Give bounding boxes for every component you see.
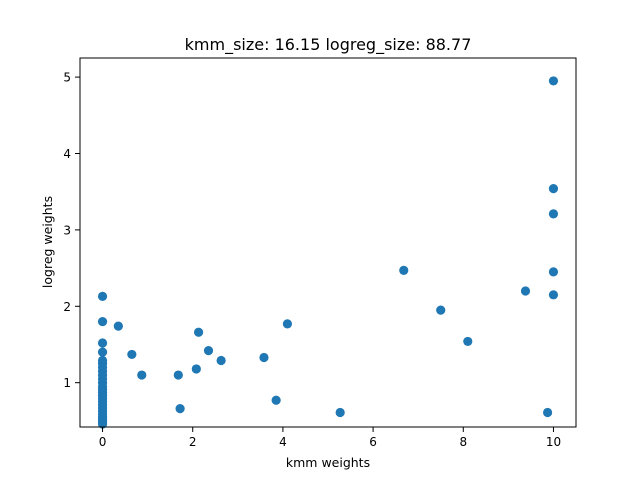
data-point-32: [203, 346, 214, 356]
data-points: [97, 76, 559, 429]
data-point-42: [542, 407, 553, 418]
x-tick-label: 10: [546, 435, 561, 449]
data-point-35: [271, 395, 281, 405]
data-point-38: [399, 265, 409, 275]
data-point-39: [436, 305, 446, 315]
data-point-33: [216, 355, 226, 366]
data-point-37: [335, 407, 345, 418]
x-tick-label: 0: [99, 435, 107, 449]
data-point-41: [520, 286, 531, 296]
data-point-30: [191, 364, 201, 374]
data-point-47: [548, 290, 559, 300]
data-point-29: [175, 404, 185, 414]
data-point-28: [173, 370, 183, 380]
x-tick-label: 6: [369, 435, 377, 449]
data-point-1: [97, 316, 108, 327]
y-tick-label: 1: [63, 376, 71, 390]
data-point-45: [548, 209, 559, 219]
data-point-27: [137, 370, 147, 380]
data-point-44: [548, 184, 559, 194]
chart-title: kmm_size: 16.15 logreg_size: 88.77: [185, 35, 472, 55]
y-tick-label: 4: [63, 147, 71, 161]
data-point-26: [127, 349, 137, 360]
data-point-2: [97, 338, 108, 348]
data-point-25: [113, 321, 123, 331]
plot-frame: [79, 57, 577, 428]
data-point-24: [97, 419, 108, 429]
data-point-43: [548, 76, 559, 86]
data-point-3: [97, 347, 108, 357]
data-point-31: [193, 327, 204, 337]
x-tick-label: 4: [279, 435, 287, 449]
data-point-40: [463, 336, 473, 347]
x-axis-label: kmm weights: [286, 455, 370, 470]
y-axis-label: logreg weights: [40, 196, 55, 288]
data-point-34: [259, 352, 269, 363]
data-point-0: [97, 291, 108, 301]
x-tick-label: 2: [189, 435, 197, 449]
x-tick-label: 8: [459, 435, 467, 449]
y-tick-label: 2: [63, 300, 71, 314]
data-point-36: [282, 319, 293, 329]
data-point-46: [548, 267, 559, 277]
y-tick-label: 3: [63, 223, 71, 237]
y-tick-label: 5: [63, 71, 71, 85]
